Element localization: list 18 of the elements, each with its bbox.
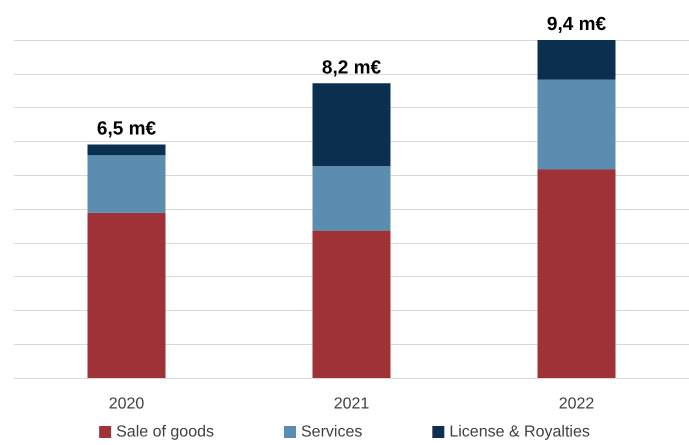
bar bbox=[538, 80, 616, 170]
bar bbox=[312, 83, 390, 166]
bar bbox=[88, 212, 166, 378]
bar bbox=[88, 144, 166, 156]
annotation: 6,5 m€ bbox=[96, 118, 157, 140]
bar bbox=[312, 230, 390, 378]
bar bbox=[538, 40, 616, 80]
x-tick-label: 2022 bbox=[558, 396, 594, 412]
x-tick-label: 2020 bbox=[108, 396, 144, 412]
legend-label: Services bbox=[300, 424, 362, 440]
x-tick-label: 2021 bbox=[334, 396, 370, 412]
bar bbox=[312, 166, 390, 231]
annotation: 9,4 m€ bbox=[546, 14, 607, 35]
bar bbox=[538, 169, 616, 378]
annotation: 8,2 m€ bbox=[322, 57, 382, 78]
legend-label: License & Royalties bbox=[449, 424, 590, 440]
legend-label: Sale of goods bbox=[116, 424, 214, 440]
bar bbox=[88, 155, 166, 213]
